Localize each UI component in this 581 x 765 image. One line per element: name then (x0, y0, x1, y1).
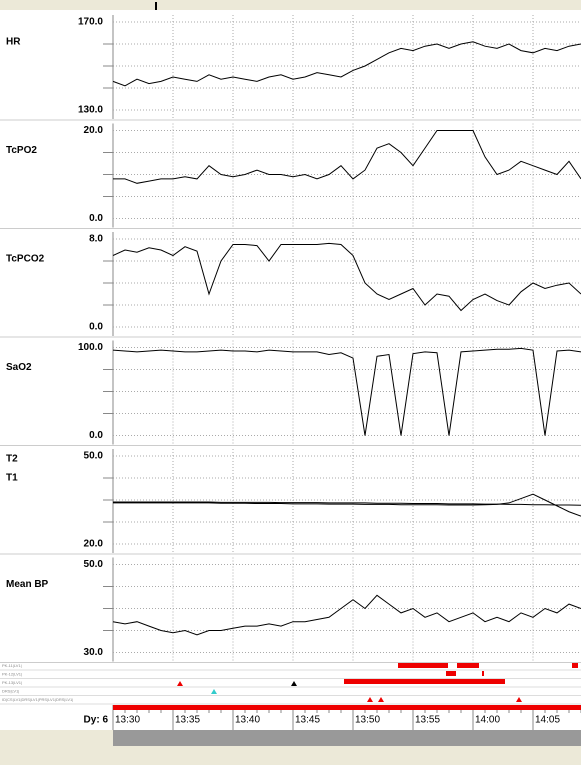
scroll-bar (113, 730, 581, 746)
x-tick-label: 13:55 (415, 715, 440, 726)
y-tick-label: 100.0 (78, 342, 103, 353)
event-row-label: PK-13|LV1| (2, 680, 22, 685)
y-tick-label: 0.0 (89, 213, 103, 224)
x-tick-label: 13:30 (115, 715, 140, 726)
event-triangle (378, 697, 384, 702)
event-triangle (177, 681, 183, 686)
trend-line (112, 41, 581, 87)
bottom-strip (113, 746, 581, 765)
event-row-label: DRS|LV1| (2, 689, 19, 694)
trend-line (113, 493, 581, 517)
y-tick-label: 30.0 (84, 647, 104, 658)
x-tick-label: 14:05 (535, 715, 560, 726)
panel-label: HR (6, 37, 21, 48)
y-tick-label: 130.0 (78, 105, 103, 116)
event-triangle (291, 681, 297, 686)
event-triangle (367, 697, 373, 702)
event-bar (446, 671, 456, 676)
panel-label: SaO2 (6, 362, 32, 373)
y-tick-label: 50.0 (84, 451, 104, 462)
trend-line (112, 347, 581, 436)
y-tick-label: 170.0 (78, 17, 103, 28)
event-triangle (211, 689, 217, 694)
trend-line (112, 242, 581, 312)
event-row-label: PK-12|LV1| (2, 672, 22, 677)
x-tick-label: 13:50 (355, 715, 380, 726)
y-tick-label: 0.0 (89, 430, 103, 441)
panel-label: TcPCO2 (6, 254, 45, 265)
trend-line (113, 501, 581, 506)
x-tick-label: 13:45 (295, 715, 320, 726)
series-label: T2 (6, 454, 18, 465)
y-tick-label: 8.0 (89, 234, 103, 245)
y-tick-label: 20.0 (84, 539, 104, 550)
x-tick-label: 13:35 (175, 715, 200, 726)
time-strip (113, 705, 581, 710)
day-label: Dy: 6 (84, 715, 109, 726)
event-row-label: PK-11|LV1| (2, 663, 22, 668)
event-bar (572, 663, 578, 668)
event-bar (457, 663, 479, 668)
event-triangle (516, 697, 522, 702)
event-marks (177, 663, 578, 702)
x-tick-label: 13:40 (235, 715, 260, 726)
event-bar (482, 671, 484, 676)
cursor-marker (155, 2, 157, 10)
bottom-left-panel (0, 730, 113, 765)
x-tick-label: 14:00 (475, 715, 500, 726)
y-tick-label: 50.0 (84, 559, 104, 570)
panel-label: Mean BP (6, 579, 49, 590)
series-label: T1 (6, 473, 18, 484)
event-bar (398, 663, 448, 668)
trend-line (113, 130, 581, 184)
event-row-label: ID|CS|LV1|DRS|LV1|PRS|LV1|DRS|LV1| (2, 697, 73, 702)
panel-label: TcPO2 (6, 145, 37, 156)
event-bar (344, 679, 505, 684)
top-strip (0, 0, 581, 10)
trend-line (112, 594, 581, 636)
y-tick-label: 20.0 (84, 125, 104, 136)
y-tick-label: 0.0 (89, 322, 103, 333)
